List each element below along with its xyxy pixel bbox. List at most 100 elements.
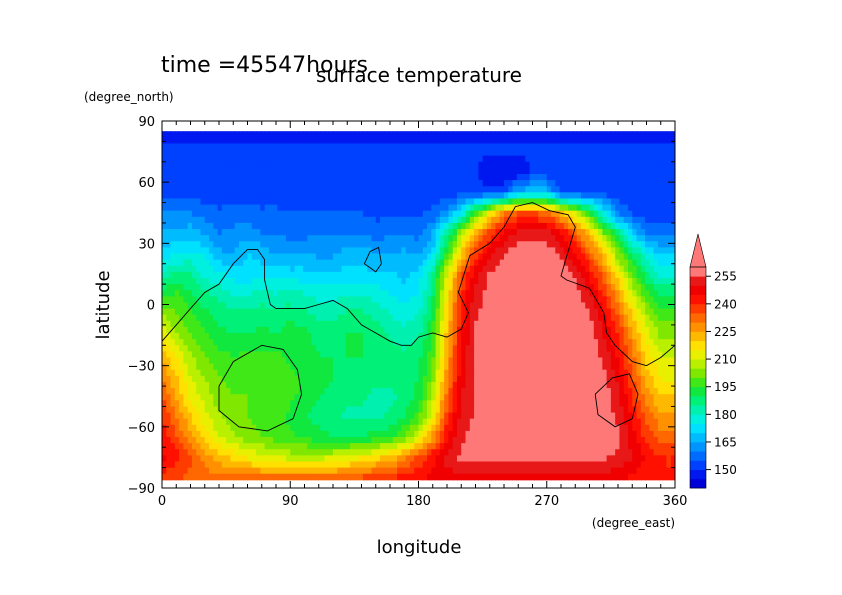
field-cell: [354, 259, 360, 267]
field-cell: [559, 284, 565, 291]
field-cell: [670, 204, 676, 212]
field-cell: [598, 131, 603, 138]
field-cell: [662, 216, 667, 224]
field-cell: [533, 216, 539, 224]
field-cell: [183, 326, 189, 334]
field-cell: [320, 369, 325, 377]
field-cell: [251, 284, 257, 291]
field-cell: [311, 290, 317, 297]
field-cell: [636, 271, 642, 279]
field-cell: [512, 314, 518, 322]
field-cell: [290, 155, 296, 163]
field-cell: [615, 137, 620, 144]
field-cell: [294, 326, 300, 334]
field-cell: [427, 180, 432, 187]
field-cell: [670, 222, 676, 230]
field-cell: [324, 143, 330, 151]
field-cell: [602, 161, 608, 169]
field-cell: [251, 204, 257, 212]
field-cell: [251, 235, 257, 242]
field-cell: [234, 235, 240, 242]
field-cell: [568, 222, 573, 230]
field-cell: [277, 198, 283, 206]
field-cell: [585, 186, 590, 193]
field-cell: [367, 339, 372, 346]
field-cell: [303, 204, 308, 212]
field-cell: [341, 290, 347, 297]
field-cell: [350, 241, 355, 248]
field-cell: [632, 363, 638, 371]
field-cell: [606, 167, 612, 175]
field-cell: [598, 326, 603, 334]
field-cell: [380, 174, 385, 181]
field-cell: [546, 320, 552, 328]
field-cell: [666, 210, 672, 218]
field-cell: [226, 290, 231, 297]
field-cell: [593, 161, 599, 169]
field-cell: [427, 302, 432, 310]
field-cell: [422, 192, 428, 199]
field-cell: [521, 271, 526, 279]
field-cell: [666, 222, 672, 230]
field-cell: [538, 296, 543, 303]
field-cell: [277, 290, 283, 297]
field-cell: [183, 143, 189, 151]
field-cell: [268, 326, 274, 334]
field-cell: [615, 265, 620, 273]
field-cell: [380, 259, 385, 267]
field-cell: [320, 339, 325, 346]
field-cell: [559, 222, 565, 230]
field-cell: [422, 302, 428, 310]
field-cell: [204, 192, 210, 199]
field-cell: [337, 229, 343, 236]
field-cell: [456, 204, 462, 212]
field-cell: [580, 155, 586, 163]
field-cell: [491, 155, 496, 163]
temperature-field: [162, 131, 676, 481]
field-cell: [337, 235, 343, 242]
field-cell: [478, 333, 484, 340]
field-cell: [504, 247, 509, 255]
field-cell: [341, 216, 347, 224]
field-cell: [452, 284, 458, 291]
field-cell: [234, 314, 240, 322]
field-cell: [221, 351, 227, 359]
field-cell: [341, 345, 347, 352]
field-cell: [610, 247, 616, 255]
field-cell: [217, 277, 223, 285]
field-cell: [320, 363, 325, 371]
field-cell: [589, 155, 595, 163]
field-cell: [444, 253, 449, 261]
field-cell: [277, 277, 283, 285]
field-cell: [200, 247, 206, 255]
field-cell: [542, 161, 548, 169]
field-cell: [572, 216, 578, 224]
field-cell: [191, 235, 197, 242]
field-cell: [251, 253, 257, 261]
field-cell: [444, 351, 449, 359]
field-cell: [354, 314, 360, 322]
field-cell: [585, 204, 590, 212]
field-cell: [230, 381, 236, 389]
field-cell: [187, 277, 193, 285]
field-cell: [495, 253, 501, 261]
field-cell: [619, 155, 625, 163]
field-cell: [358, 302, 364, 310]
field-cell: [345, 137, 351, 144]
field-cell: [358, 137, 364, 144]
field-cell: [162, 290, 167, 297]
field-cell: [418, 180, 424, 187]
field-cell: [662, 198, 667, 206]
field-cell: [307, 229, 313, 236]
field-cell: [204, 161, 210, 169]
field-cell: [371, 369, 377, 377]
field-cell: [508, 174, 514, 181]
field-cell: [431, 351, 437, 359]
field-cell: [221, 247, 227, 255]
field-cell: [303, 296, 308, 303]
field-cell: [563, 351, 569, 359]
field-cell: [191, 375, 197, 383]
field-cell: [221, 369, 227, 377]
field-cell: [209, 302, 214, 310]
field-cell: [576, 375, 582, 383]
